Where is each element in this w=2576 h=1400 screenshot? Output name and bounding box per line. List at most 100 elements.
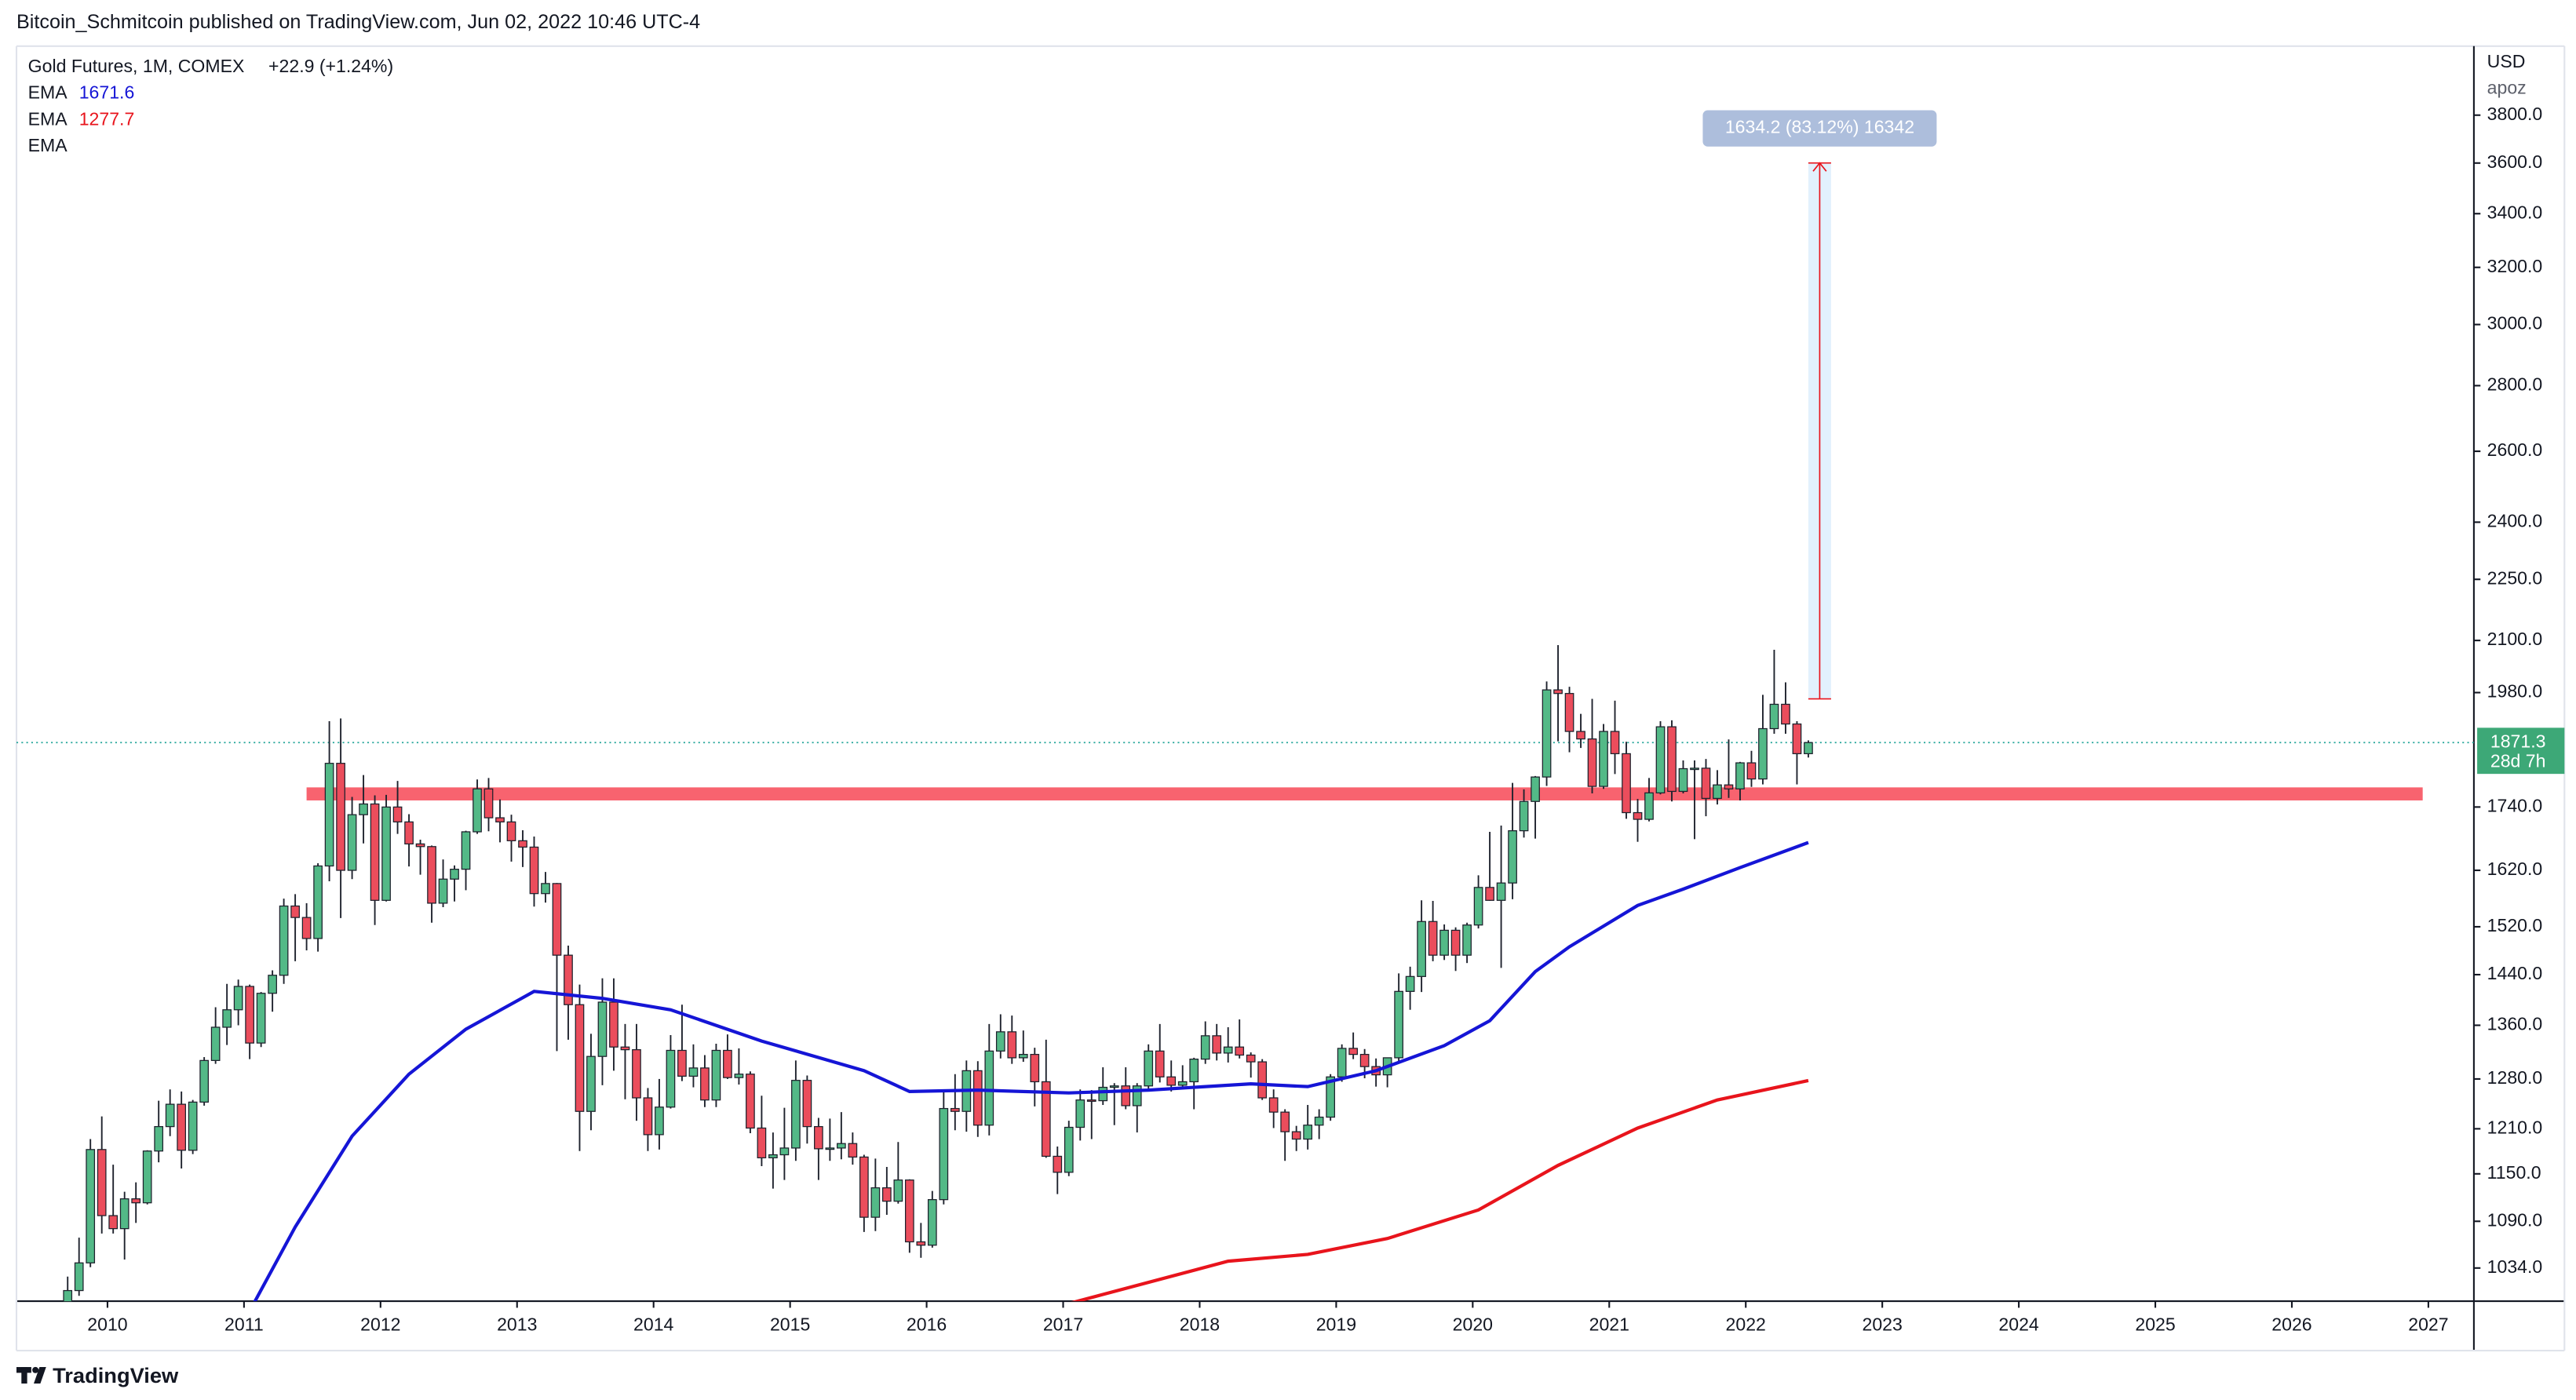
- candle-body: [1519, 800, 1529, 832]
- candle-body: [1121, 1085, 1131, 1107]
- x-tick-label: 2027: [2408, 1314, 2448, 1335]
- candle-body: [825, 1147, 835, 1150]
- candle-body: [518, 840, 527, 848]
- y-tick-label: 1620.0: [2487, 859, 2543, 879]
- candle-body: [1212, 1035, 1222, 1054]
- candle-body: [791, 1080, 801, 1149]
- candle-body: [1018, 1053, 1028, 1059]
- candle-body: [245, 986, 254, 1044]
- y-note: apoz: [2487, 77, 2527, 97]
- candle-body: [1655, 726, 1666, 793]
- footer-brand: TradingView: [53, 1363, 179, 1387]
- y-tick-label: 3200.0: [2487, 256, 2543, 276]
- candle-body: [506, 821, 516, 841]
- candle-body: [1496, 882, 1506, 901]
- candle-body: [859, 1156, 869, 1218]
- candle-body: [1303, 1125, 1313, 1140]
- legend-name: EMA: [28, 135, 68, 155]
- candle-body: [74, 1262, 84, 1292]
- candle-body: [177, 1103, 187, 1151]
- y-tick-label: 2100.0: [2487, 629, 2543, 649]
- candle-body: [529, 846, 539, 895]
- candle-body: [939, 1107, 949, 1201]
- candle-body: [154, 1125, 164, 1152]
- candle-body: [1690, 767, 1699, 771]
- candle-body: [359, 803, 368, 815]
- candle-body: [1132, 1085, 1142, 1107]
- y-tick-label: 2400.0: [2487, 510, 2543, 530]
- candle-body: [86, 1149, 96, 1263]
- candle-body: [404, 821, 414, 845]
- logo-part: [32, 1366, 39, 1373]
- y-tick-label: 3000.0: [2487, 313, 2543, 334]
- y-tick-label: 3800.0: [2487, 104, 2543, 124]
- candle-body: [564, 954, 573, 1005]
- logo-part: [21, 1367, 27, 1384]
- candle-body: [427, 846, 436, 904]
- candle-body: [324, 763, 334, 867]
- candle-body: [1769, 703, 1779, 730]
- candle-body: [370, 803, 380, 901]
- candle-body: [1280, 1111, 1290, 1132]
- candle-body: [438, 878, 448, 904]
- x-tick-label: 2019: [1316, 1314, 1356, 1335]
- y-tick-label: 2800.0: [2487, 374, 2543, 395]
- candle-body: [666, 1049, 676, 1108]
- x-tick-label: 2024: [1998, 1314, 2039, 1335]
- candle-body: [802, 1080, 812, 1128]
- candle-body: [222, 1009, 232, 1028]
- candle-body: [279, 905, 289, 976]
- change: +22.9 (+1.24%): [268, 56, 393, 76]
- candle-body: [575, 1004, 585, 1112]
- candle-body: [1678, 767, 1688, 793]
- candle-body: [301, 917, 312, 939]
- candle-body: [483, 788, 494, 818]
- candle-body: [723, 1049, 732, 1078]
- y-tick-label: 1034.0: [2487, 1256, 2543, 1277]
- candle-body: [1177, 1081, 1188, 1086]
- x-tick-label: 2018: [1180, 1314, 1220, 1335]
- candle-body: [1792, 723, 1802, 755]
- y-tick-label: 1740.0: [2487, 795, 2543, 815]
- footer-logo: [16, 1366, 46, 1384]
- candle-body: [870, 1187, 881, 1218]
- y-unit: USD: [2487, 51, 2526, 71]
- countdown-label: 28d 7h: [2490, 751, 2546, 771]
- logo-part: [34, 1367, 46, 1384]
- candle-body: [1473, 887, 1483, 926]
- candle-body: [165, 1103, 175, 1128]
- candle-body: [893, 1179, 903, 1202]
- candle-body: [461, 831, 471, 870]
- candle-body: [597, 1001, 608, 1057]
- plot-area: [16, 162, 2474, 1302]
- y-tick-label: 1280.0: [2487, 1067, 2543, 1088]
- candle-body: [1724, 784, 1734, 789]
- candle-body: [1587, 738, 1597, 787]
- y-tick-label: 1090.0: [2487, 1209, 2543, 1230]
- candle-body: [746, 1074, 755, 1129]
- candle-body: [119, 1198, 130, 1230]
- candle-body: [632, 1048, 641, 1099]
- x-tick-label: 2023: [1862, 1314, 1902, 1335]
- candle-body: [1804, 742, 1813, 755]
- candle-body: [1155, 1050, 1165, 1077]
- ema-line: [253, 840, 1809, 1302]
- candle-body: [768, 1154, 778, 1159]
- candle-body: [108, 1215, 119, 1230]
- candle-body: [1246, 1054, 1256, 1063]
- candle-body: [677, 1049, 687, 1077]
- candle-body: [655, 1107, 664, 1136]
- y-tick-label: 2600.0: [2487, 439, 2543, 460]
- candle-body: [1644, 792, 1654, 820]
- candle-body: [1428, 921, 1438, 956]
- x-tick-label: 2010: [87, 1314, 127, 1335]
- candle-body: [1098, 1086, 1108, 1102]
- candle-body: [700, 1067, 710, 1101]
- candle-body: [336, 763, 345, 871]
- candle-body: [1599, 731, 1608, 787]
- candle-body: [734, 1074, 744, 1078]
- candle-body: [1314, 1116, 1324, 1126]
- candle-body: [882, 1187, 892, 1202]
- candle-body: [1189, 1058, 1199, 1083]
